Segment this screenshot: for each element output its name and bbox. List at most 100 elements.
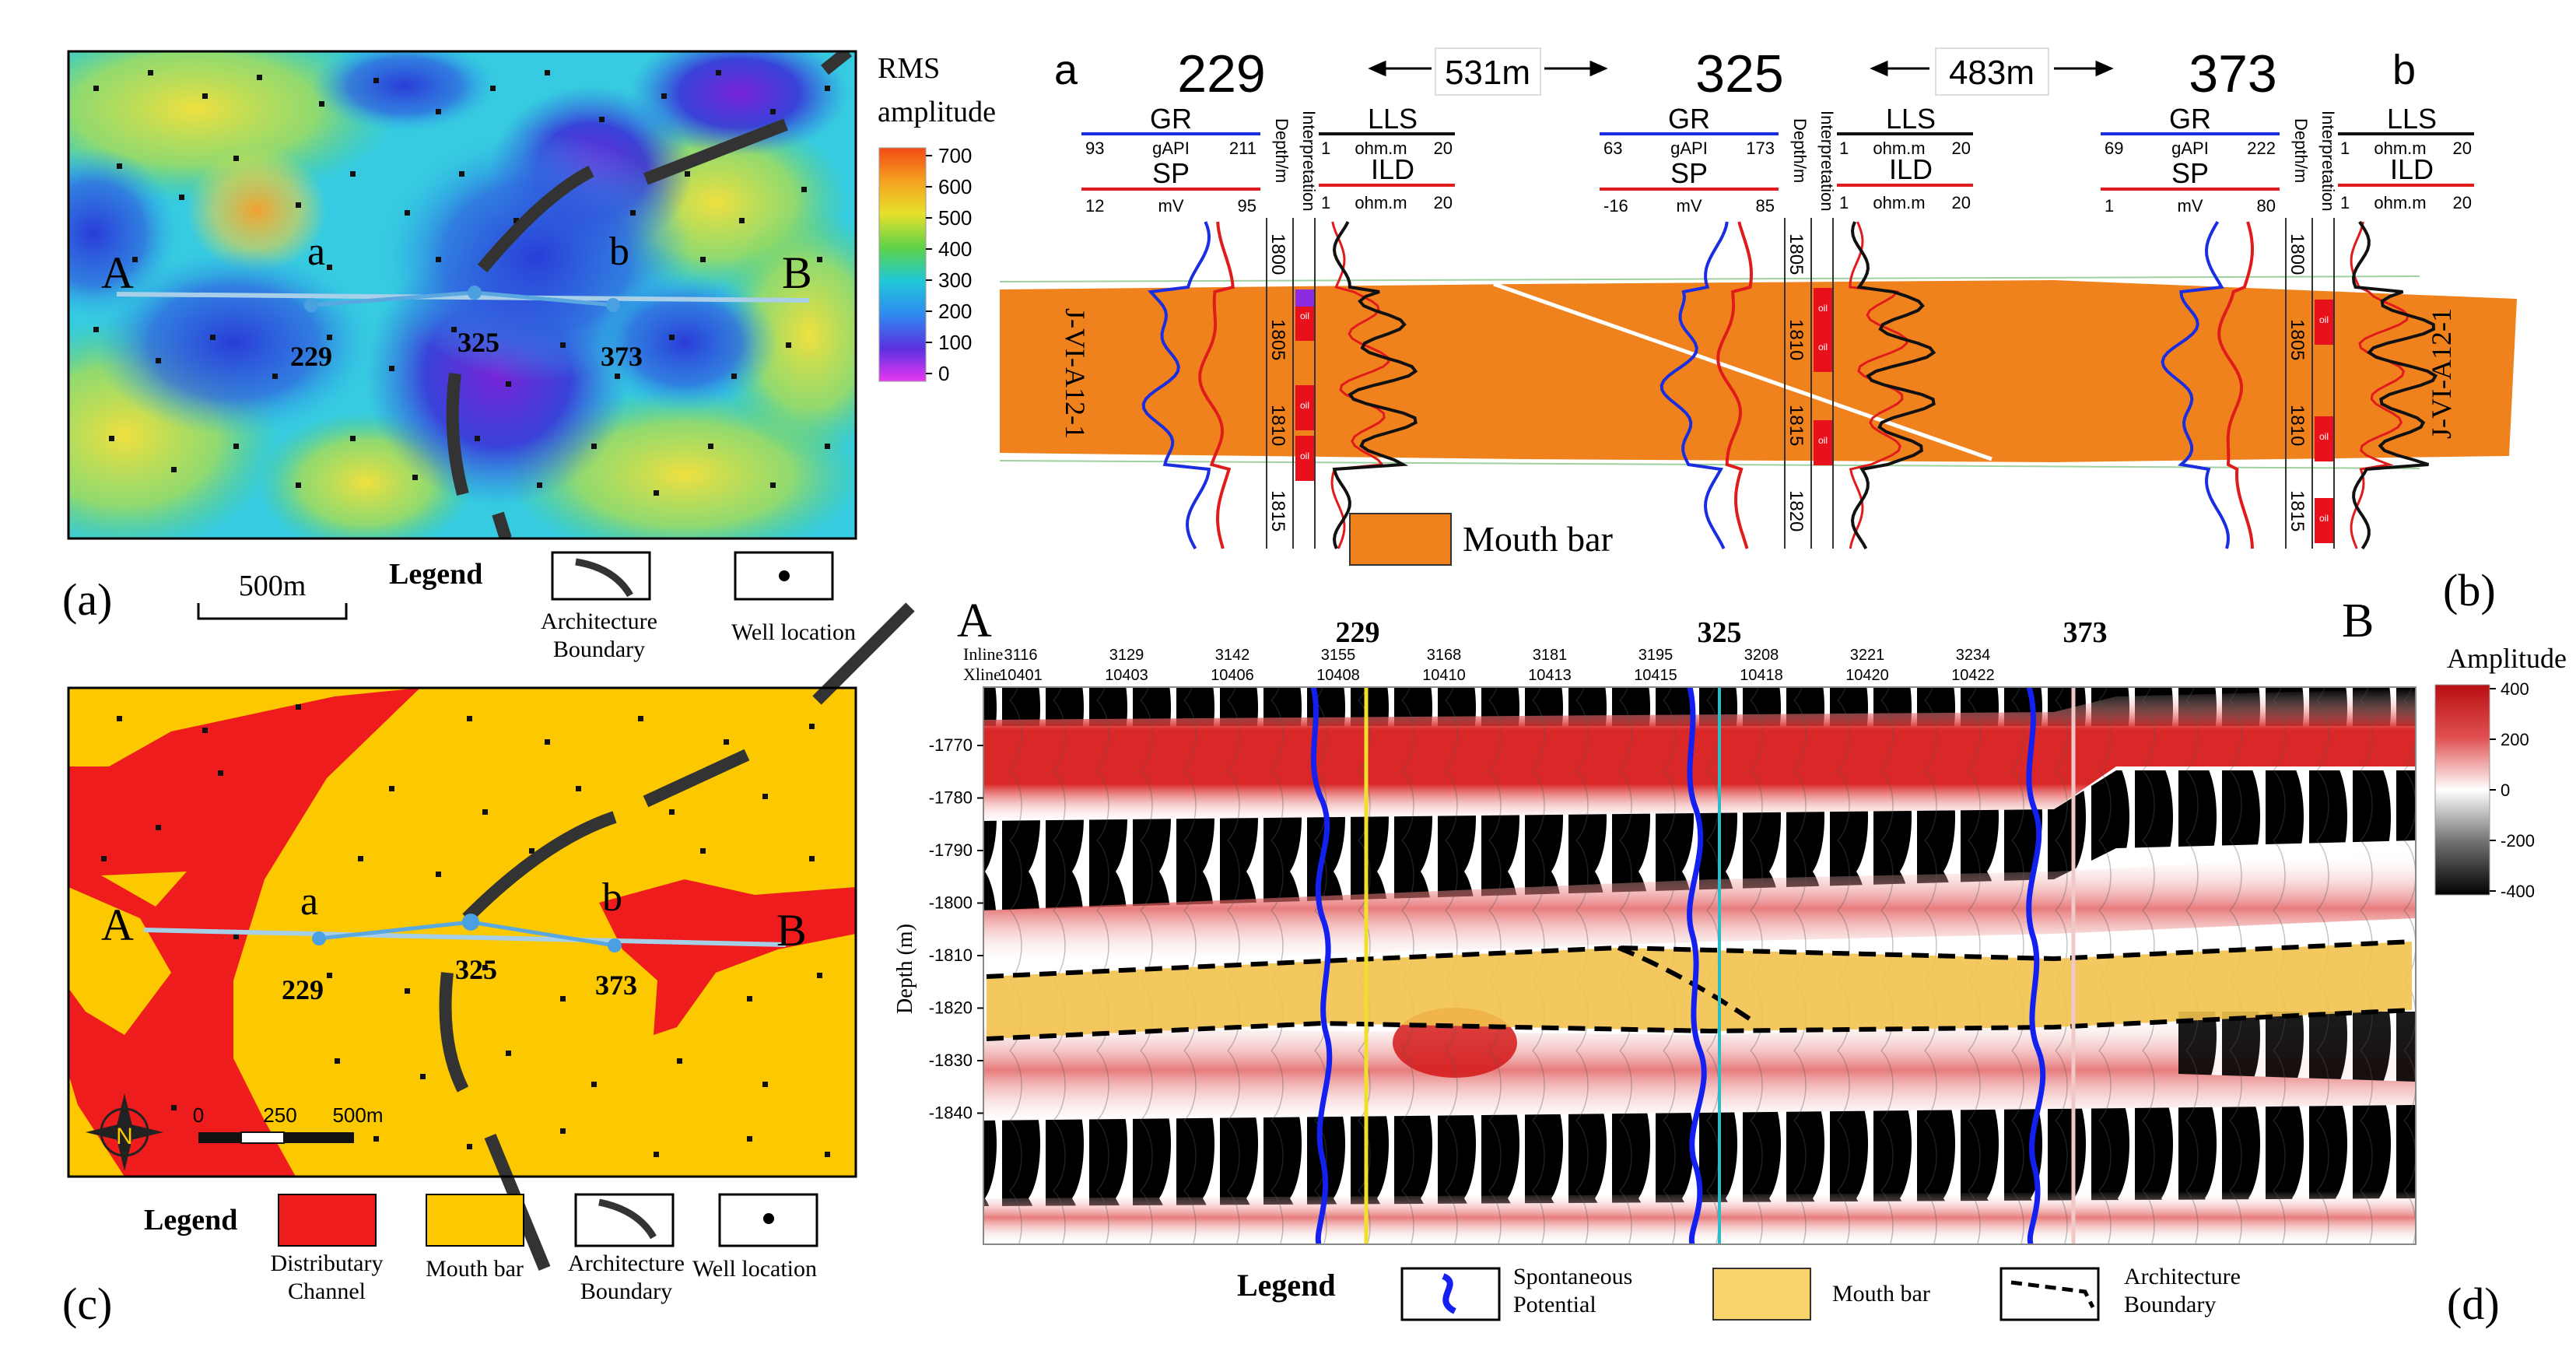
sp-curve <box>1198 221 1235 549</box>
depth-tick-label: -1810 <box>929 945 973 965</box>
sp-scale-unit: mV <box>2178 196 2203 216</box>
ild-scale-max: 20 <box>1952 193 1971 212</box>
depth-track-label: Depth/m <box>1790 118 1810 183</box>
xline-value: 10410 <box>1422 667 1466 684</box>
legend-mouth-bar-b: Mouth bar <box>1463 519 1613 559</box>
legend-mouth-bar-c: Mouth bar <box>426 1256 524 1282</box>
map-a-well-325: 325 <box>457 327 499 358</box>
sp-label: SP <box>2171 157 2209 189</box>
ild-scale-unit: ohm.m <box>2374 193 2426 212</box>
seismic-well-325: 325 <box>1698 616 1742 649</box>
depth-label: 1800 <box>1267 233 1288 275</box>
depth-tick-label: -1790 <box>929 840 973 860</box>
scale-c-250: 250 <box>263 1103 296 1127</box>
gr-label: GR <box>1150 103 1192 135</box>
amp-tick-label: 200 <box>2501 730 2529 749</box>
xline-value: 10413 <box>1528 667 1572 684</box>
rms-tick-label: 300 <box>938 268 972 292</box>
sp-curve <box>2217 221 2255 549</box>
inline-value: 3142 <box>1215 647 1250 664</box>
xline-label: Xline <box>963 665 1001 684</box>
lls-scale-min: 1 <box>1839 139 1849 158</box>
interp-track-label: Interpretation <box>1299 110 1319 212</box>
boundary-ne-a <box>821 51 852 75</box>
section-end-b: b <box>2392 47 2416 93</box>
ild-label: ILD <box>1371 153 1414 185</box>
oil-interval <box>1814 288 1832 333</box>
sp-scale-min: 1 <box>2105 196 2114 216</box>
map-a-well-373: 373 <box>601 341 643 372</box>
rms-tick-label: 200 <box>938 300 972 323</box>
depth-track-label: Depth/m <box>1272 118 1292 183</box>
lls-curve <box>2351 220 2438 550</box>
well-header-373: GR 69 gAPI 222 SP 1 mV 80 Depth/m Interpretation L… <box>2101 103 2474 216</box>
rms-tick-label: 500 <box>938 206 972 230</box>
section-line-AB-a <box>116 292 810 303</box>
panel-label-c: (c) <box>62 1279 112 1329</box>
panel-a-rms-map: A B a b 229 325 373 RMS amplitude 700 600… <box>62 50 996 662</box>
ild-scale-unit: ohm.m <box>1873 193 1925 212</box>
depth-label: 1800 <box>2287 233 2308 275</box>
depth-label: 1810 <box>1267 405 1288 446</box>
well-title-373: 373 <box>2189 44 2276 103</box>
boundary-connector <box>812 602 915 705</box>
amp-tick-label: -200 <box>2501 831 2535 851</box>
sp-scale-min: 12 <box>1085 196 1104 216</box>
map-a-label-a: a <box>307 230 325 274</box>
depth-axis-title: Depth (m) <box>893 924 917 1014</box>
gr-scale-max: 211 <box>1229 139 1256 158</box>
oil-interval <box>2315 300 2333 345</box>
seismic-well-229: 229 <box>1336 616 1380 649</box>
legend-boundary-swatch-a <box>551 551 651 601</box>
boundary-arc-top-a <box>477 165 594 273</box>
legend-title-c: Legend <box>144 1204 237 1236</box>
oil-interval <box>1814 420 1832 465</box>
map-c-label-b: b <box>602 875 622 920</box>
ild-scale-min: 1 <box>1321 193 1330 212</box>
oil-label: oil <box>1818 435 1828 446</box>
scale-label-a: 500m <box>239 570 307 602</box>
map-a-label-B: B <box>782 247 812 298</box>
panel-b-well-correlation: a b 229 325 373 531m 483m GR 93 gAPI 211 SP 1… <box>999 44 2517 616</box>
ild-scale-max: 20 <box>2453 193 2472 212</box>
sp-scale-unit: mV <box>1677 196 1702 216</box>
sp-scale-min: -16 <box>1603 196 1628 216</box>
section-end-a: a <box>1054 47 1078 93</box>
rms-tick-label: 600 <box>938 175 972 198</box>
xline-value: 10422 <box>1951 667 1995 684</box>
amp-tick-label: -400 <box>2501 882 2535 901</box>
legend-mouth-bar-swatch-c <box>426 1194 524 1247</box>
channel-east <box>599 879 856 1035</box>
lls-scale-min: 1 <box>2340 139 2350 158</box>
xline-value: 10418 <box>1740 667 1783 684</box>
map-c-well-229: 229 <box>282 974 324 1005</box>
interp-track-label: Interpretation <box>1817 110 1837 212</box>
legend-well-swatch-a <box>734 551 834 601</box>
depth-tick-label: -1780 <box>929 788 973 808</box>
map-c-well-325: 325 <box>455 954 497 985</box>
sp-label: SP <box>1152 157 1190 189</box>
xline-value: 10406 <box>1211 667 1254 684</box>
lls-scale-max: 20 <box>2453 139 2472 158</box>
spacing-483m: 483m <box>1949 54 2035 92</box>
oil-interval <box>1295 436 1314 481</box>
ild-label: ILD <box>1889 153 1933 185</box>
ild-label: ILD <box>2390 153 2434 185</box>
well-header-325: GR 63 gAPI 173 SP -16 mV 85 Depth/m Interpretatio… <box>1600 103 1973 216</box>
sp-label: SP <box>1670 157 1708 189</box>
xline-value: 10401 <box>999 667 1043 684</box>
north-label: N <box>116 1124 133 1149</box>
depth-label: 1815 <box>1267 490 1288 531</box>
inline-label: Inline <box>963 644 1003 664</box>
ild-scale-min: 1 <box>2340 193 2350 212</box>
rms-tick-label: 700 <box>938 144 972 167</box>
rms-tick-label: 100 <box>938 331 972 354</box>
legend-well-label-c: Well location <box>692 1256 817 1282</box>
gr-label: GR <box>2169 103 2211 135</box>
rms-title-2: amplitude <box>878 96 996 128</box>
ild-scale-unit: ohm.m <box>1355 193 1407 212</box>
amp-tick-label: 400 <box>2501 679 2529 699</box>
